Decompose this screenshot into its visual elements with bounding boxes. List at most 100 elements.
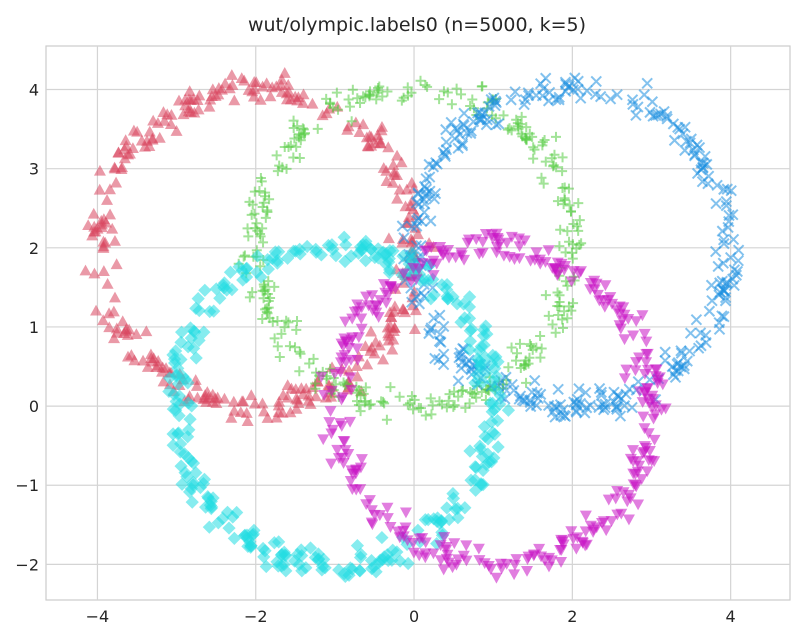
data-point <box>116 315 129 327</box>
data-point <box>503 362 514 373</box>
data-point <box>441 292 455 306</box>
data-point <box>317 552 331 566</box>
data-point <box>543 310 554 321</box>
data-point <box>631 466 644 478</box>
data-point <box>659 354 671 367</box>
data-point <box>351 299 364 311</box>
data-point <box>332 563 346 577</box>
data-point <box>280 93 293 105</box>
data-point <box>474 339 488 354</box>
data-point <box>97 242 110 253</box>
data-point <box>291 324 302 335</box>
data-point <box>677 128 689 140</box>
y-tick-label: −2 <box>15 555 39 574</box>
data-point <box>355 454 368 465</box>
data-point <box>439 148 451 161</box>
data-point <box>165 109 178 120</box>
data-point <box>490 119 502 131</box>
data-point <box>238 528 252 542</box>
data-point <box>421 259 436 273</box>
data-point <box>368 347 381 359</box>
data-point <box>506 342 517 353</box>
data-point <box>510 554 523 565</box>
data-point <box>346 332 359 344</box>
data-point <box>262 207 273 218</box>
data-point <box>558 264 571 276</box>
data-point <box>406 221 418 233</box>
data-point <box>334 418 347 429</box>
data-point <box>486 396 500 410</box>
data-point <box>730 269 742 281</box>
data-point <box>718 237 730 250</box>
data-point <box>345 384 358 396</box>
data-point <box>303 541 318 555</box>
data-point <box>95 221 108 233</box>
data-point <box>162 371 177 385</box>
data-point <box>162 384 176 399</box>
data-point <box>422 81 433 92</box>
data-point <box>658 105 670 118</box>
data-point <box>675 345 687 357</box>
data-point <box>458 107 470 119</box>
data-point <box>408 323 421 334</box>
data-point <box>546 406 559 418</box>
data-point <box>256 397 269 409</box>
data-point <box>337 436 350 447</box>
data-point <box>182 105 195 117</box>
data-point <box>573 382 585 395</box>
data-point <box>712 260 724 273</box>
data-point <box>174 352 188 367</box>
data-point <box>156 361 169 373</box>
data-point <box>636 397 649 408</box>
data-point <box>177 447 192 461</box>
data-point <box>457 297 471 311</box>
data-point <box>470 368 484 382</box>
data-point <box>236 395 249 407</box>
data-point <box>506 378 518 391</box>
data-point <box>491 440 505 454</box>
data-point <box>153 131 166 143</box>
data-point <box>197 472 212 486</box>
data-point <box>632 499 645 511</box>
data-point <box>182 423 196 437</box>
data-point <box>549 149 560 160</box>
data-point <box>339 445 352 456</box>
data-point <box>393 183 406 195</box>
data-point <box>240 261 254 275</box>
data-point <box>382 289 395 301</box>
data-point <box>240 270 254 284</box>
data-point <box>272 341 283 352</box>
data-point <box>118 152 131 164</box>
data-point <box>590 75 602 88</box>
data-point <box>435 336 447 348</box>
data-point <box>521 377 532 388</box>
data-point <box>647 413 660 425</box>
data-point <box>185 399 199 413</box>
data-point <box>521 565 534 577</box>
data-point <box>166 348 180 362</box>
data-point <box>607 395 620 408</box>
data-point <box>470 352 485 366</box>
data-point <box>551 270 564 281</box>
data-point <box>722 221 734 234</box>
data-point <box>283 142 294 153</box>
data-point <box>442 512 456 527</box>
data-point <box>574 215 585 226</box>
data-point <box>524 339 535 350</box>
data-point <box>672 356 685 369</box>
data-point <box>550 131 561 142</box>
data-point <box>468 376 482 390</box>
data-point <box>325 458 338 470</box>
data-point <box>440 123 452 136</box>
data-point <box>557 183 568 194</box>
data-point <box>164 118 177 130</box>
data-point <box>82 219 95 231</box>
data-point <box>314 248 328 262</box>
data-point <box>461 237 474 249</box>
data-point <box>467 115 480 128</box>
data-point <box>717 257 729 269</box>
data-point <box>146 133 159 145</box>
data-point <box>574 397 587 410</box>
data-point <box>564 200 575 211</box>
data-point <box>631 456 644 467</box>
